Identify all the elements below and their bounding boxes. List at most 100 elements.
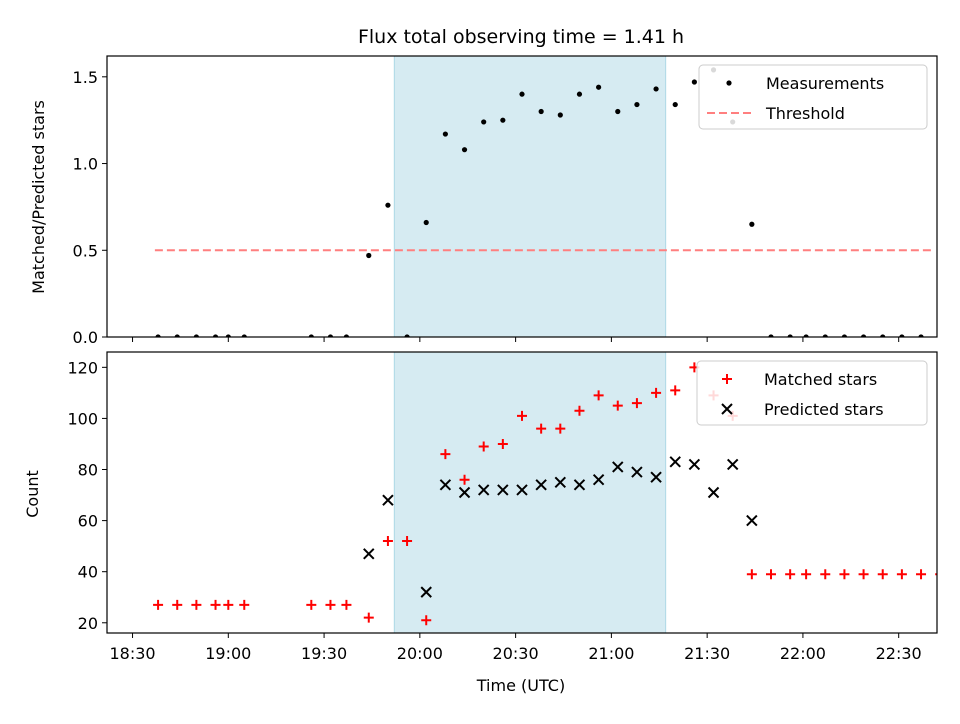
x-axis-label: Time (UTC) xyxy=(476,676,565,695)
bottom-matched-stars-point-15 xyxy=(478,441,489,452)
x-tick-label-2: 19:30 xyxy=(301,644,347,663)
top-y-axis-label: Matched/Predicted stars xyxy=(29,100,48,294)
bottom-y-tick-label-2: 60 xyxy=(78,512,98,531)
top-measurements-point-11 xyxy=(404,334,410,337)
top-shaded-interval xyxy=(393,55,667,338)
bottom-predicted-stars-point-13 xyxy=(631,466,643,478)
x-tick-label-8: 22:30 xyxy=(876,644,922,663)
bottom-predicted-stars-point-15 xyxy=(669,456,681,468)
top-measurements-point-3 xyxy=(212,334,219,337)
top-measurements-point-6 xyxy=(308,334,314,337)
bottom-matched-stars-point-2 xyxy=(191,599,202,610)
top-measurements-point-17 xyxy=(519,91,525,97)
bottom-predicted-stars-point-19 xyxy=(746,514,758,527)
top-measurements-point-21 xyxy=(596,84,602,90)
top-measurements-point-22 xyxy=(615,108,621,115)
bottom-predicted-stars-point-7 xyxy=(516,484,528,496)
bottom-matched-stars-point-23 xyxy=(631,398,642,409)
bottom-predicted-stars-point-14 xyxy=(650,471,662,483)
top-measurements-point-2 xyxy=(193,334,199,337)
bottom-matched-stars-point-35 xyxy=(858,569,869,580)
top-measurements-point-8 xyxy=(343,334,350,337)
bottom-axes-frame xyxy=(106,351,938,634)
bottom-matched-stars-point-32 xyxy=(801,569,812,580)
bottom-matched-stars-point-38 xyxy=(916,569,927,580)
bottom-predicted-stars-point-12 xyxy=(612,461,624,473)
top-measurements-point-32 xyxy=(803,334,809,337)
bottom-matched-stars-point-19 xyxy=(555,423,566,434)
top-measurements-point-23 xyxy=(634,101,640,108)
bottom-matched-stars-point-20 xyxy=(574,405,585,416)
bottom-predicted-stars-point-1 xyxy=(382,494,394,506)
bottom-legend-box xyxy=(696,360,928,426)
bottom-matched-stars-point-10 xyxy=(382,536,393,547)
bottom-y-tick-label-3: 80 xyxy=(78,461,98,480)
bottom-matched-stars-point-8 xyxy=(341,599,352,610)
bottom-predicted-stars-point-10 xyxy=(573,479,586,491)
top-measurements-point-12 xyxy=(423,219,429,226)
bottom-matched-stars-point-36 xyxy=(877,569,888,580)
top-measurements-point-29 xyxy=(749,221,755,227)
bottom-predicted-stars-point-11 xyxy=(592,474,605,486)
bottom-matched-stars-point-16 xyxy=(497,438,508,449)
bottom-matched-stars-point-34 xyxy=(839,569,850,580)
bottom-predicted-stars-point-3 xyxy=(439,479,452,491)
bottom-legend: Matched stars Predicted stars xyxy=(696,360,928,426)
bottom-matched-stars-point-18 xyxy=(536,423,547,434)
top-legend-threshold-label: Threshold xyxy=(765,104,845,123)
bottom-predicted-stars-point-4 xyxy=(458,486,471,499)
bottom-matched-stars-point-24 xyxy=(651,387,662,398)
top-legend-measurements-swatch xyxy=(726,80,732,86)
bottom-predicted-stars-point-16 xyxy=(688,458,701,471)
bottom-panel: 20 40 60 80 100 120 18:30 19:00 19:30 20:00 20:30 2… xyxy=(67,351,938,663)
bottom-matched-stars-point-29 xyxy=(746,569,757,580)
top-measurements-point-18 xyxy=(538,108,544,115)
x-tick-label-6: 21:30 xyxy=(684,644,730,663)
top-axes-frame xyxy=(106,55,938,338)
top-measurements-point-25 xyxy=(672,101,678,108)
bottom-matched-stars-point-30 xyxy=(766,569,776,580)
bottom-predicted-stars-point-18 xyxy=(726,458,739,471)
bottom-matched-stars-point-25 xyxy=(670,385,681,396)
top-measurements-point-19 xyxy=(557,112,563,118)
top-measurements-point-38 xyxy=(918,334,924,337)
bottom-matched-stars-point-21 xyxy=(593,390,604,401)
bottom-matched-stars-point-5 xyxy=(239,599,250,610)
bottom-matched-stars-point-7 xyxy=(325,599,336,610)
bottom-predicted-stars-point-17 xyxy=(707,486,720,499)
top-y-tick-label-3: 1.5 xyxy=(73,68,98,87)
bottom-predicted-stars-point-9 xyxy=(554,476,567,488)
x-tick-label-5: 21:00 xyxy=(588,644,634,663)
bottom-matched-stars-point-1 xyxy=(172,599,183,610)
bottom-predicted-stars-point-5 xyxy=(477,484,490,496)
top-measurements-point-5 xyxy=(241,334,247,337)
top-y-tick-label-2: 1.0 xyxy=(73,155,98,174)
top-measurements-point-14 xyxy=(461,147,468,153)
top-panel: 0.0 0.5 1.0 1.5 Measurements Threshold xyxy=(73,55,938,347)
bottom-legend-matched-stars-label: Matched stars xyxy=(764,370,877,389)
x-tick-label-0: 18:30 xyxy=(109,644,155,663)
bottom-matched-stars-point-33 xyxy=(820,569,831,580)
bottom-matched-stars-point-9 xyxy=(363,612,374,623)
top-measurements-point-0 xyxy=(155,334,161,337)
bottom-legend-predicted-stars-label: Predicted stars xyxy=(764,400,884,419)
bottom-y-tick-label-0: 20 xyxy=(78,614,98,633)
top-measurements-point-15 xyxy=(481,119,487,125)
bottom-predicted-stars-point-0 xyxy=(363,548,375,560)
top-y-tick-label-1: 0.5 xyxy=(73,241,98,260)
top-measurements-point-20 xyxy=(576,91,583,97)
bottom-matched-stars-point-17 xyxy=(517,410,527,421)
top-measurements-point-7 xyxy=(327,334,334,337)
top-measurements-point-31 xyxy=(787,334,793,337)
top-legend: Measurements Threshold xyxy=(698,64,928,130)
top-measurements-point-16 xyxy=(500,117,506,123)
top-y-tick-label-0: 0.0 xyxy=(73,328,98,347)
bottom-predicted-stars-point-2 xyxy=(420,586,432,598)
top-measurements-point-4 xyxy=(225,334,231,337)
top-measurements-point-9 xyxy=(366,252,372,259)
top-legend-box xyxy=(698,64,928,130)
bottom-y-axis-label: Count xyxy=(23,470,42,518)
top-measurements-point-13 xyxy=(442,131,448,137)
